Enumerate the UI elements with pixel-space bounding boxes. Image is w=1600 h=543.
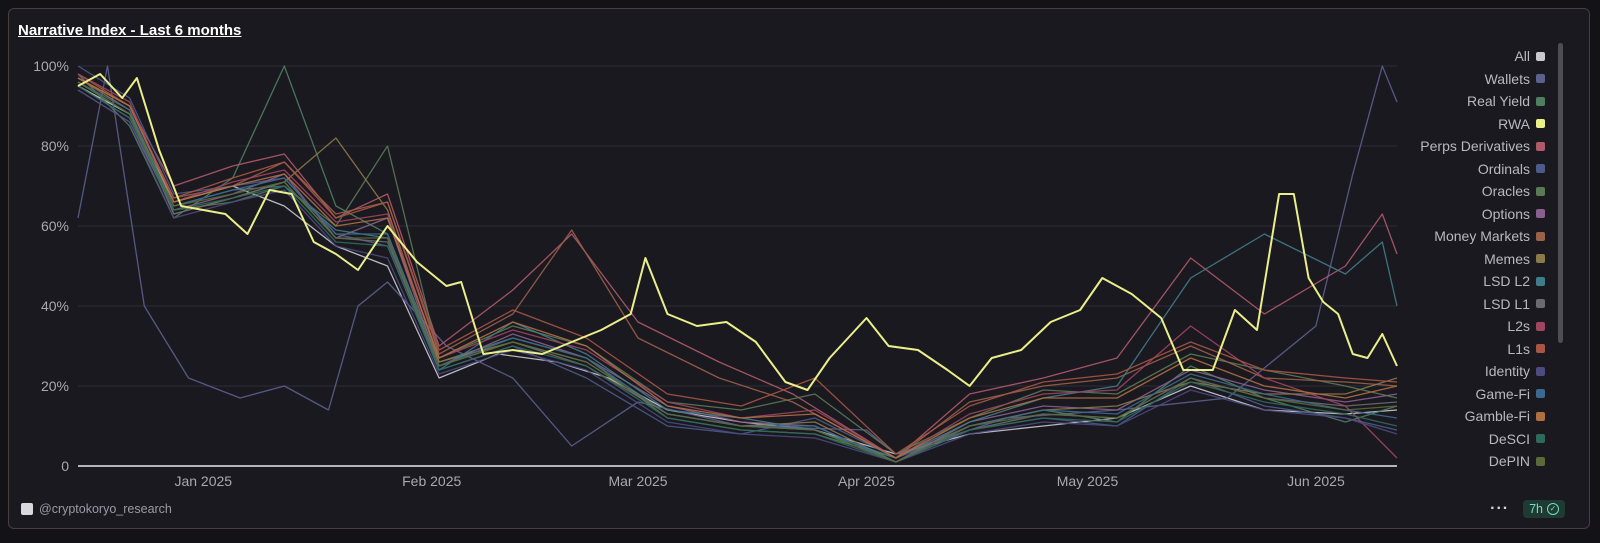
legend-label: L1s (1507, 340, 1530, 357)
legend-swatch (1536, 51, 1545, 61)
x-tick-label: Mar 2025 (608, 473, 667, 489)
check-circle-icon: ✓ (1547, 503, 1559, 515)
updated-label: 7h (1529, 502, 1543, 516)
legend-item[interactable]: Identity (1485, 360, 1545, 383)
x-tick-label: Apr 2025 (838, 473, 895, 489)
series-line-desci (77, 85, 1398, 463)
legend-swatch (1536, 141, 1545, 151)
legend-label: Memes (1484, 250, 1530, 267)
y-tick-label: 60% (41, 218, 69, 234)
legend-item[interactable]: Oracles (1482, 180, 1545, 203)
legend-item[interactable]: DePIN (1489, 450, 1545, 473)
legend-item[interactable]: All (1514, 45, 1545, 68)
legend-swatch (1536, 209, 1545, 219)
series-line-lsd-l2 (77, 85, 1398, 459)
legend-item[interactable]: Memes (1484, 248, 1545, 271)
legend-item[interactable]: Gamble-Fi (1465, 405, 1545, 428)
legend-label: Wallets (1484, 70, 1530, 87)
legend-label: LSD L2 (1483, 273, 1530, 290)
series-line-wallets (77, 65, 1398, 455)
series-line-l1s (77, 77, 1398, 455)
x-tick-label: Jun 2025 (1287, 473, 1345, 489)
footer-actions: ··· 7h ✓ (1490, 500, 1565, 518)
series-line-l2s (77, 73, 1398, 459)
legend-label: Options (1481, 205, 1530, 222)
series-line-perps-derivatives (77, 77, 1398, 459)
footer-brand: @cryptokoryo_research (21, 502, 172, 516)
legend-label: L2s (1507, 318, 1530, 335)
legend-swatch (1536, 276, 1545, 286)
legend-swatch (1536, 389, 1545, 399)
legend-swatch (1536, 186, 1545, 196)
legend-item[interactable]: LSD L1 (1483, 293, 1545, 316)
series-line-rwa (77, 73, 1398, 391)
legend-swatch (1536, 299, 1545, 309)
legend-label: Gamble-Fi (1464, 408, 1530, 425)
legend-item[interactable]: Ordinals (1478, 158, 1545, 181)
series-line-real-yield (77, 65, 1398, 459)
legend-item[interactable]: DeSCI (1489, 428, 1545, 451)
legend-item[interactable]: L1s (1507, 338, 1545, 361)
legend-swatch (1536, 74, 1545, 84)
legend-item[interactable]: RWA (1498, 113, 1545, 136)
legend-label: Ordinals (1477, 160, 1530, 177)
freshness-badge[interactable]: 7h ✓ (1523, 500, 1565, 518)
legend-label: Identity (1484, 363, 1530, 380)
legend-swatch (1536, 344, 1545, 354)
brand-label: @cryptokoryo_research (39, 502, 172, 516)
legend-label: RWA (1498, 115, 1530, 132)
series-line-oracles (77, 81, 1398, 455)
legend-label: Perps Derivatives (1420, 138, 1530, 155)
series-line-identity (77, 89, 1398, 463)
legend-swatch (1536, 434, 1545, 444)
legend-label: Game-Fi (1475, 385, 1530, 402)
legend-swatch (1536, 456, 1545, 466)
legend-scrollbar[interactable] (1558, 43, 1563, 343)
legend-item[interactable]: Options (1482, 203, 1545, 226)
brand-logo-icon (21, 503, 33, 515)
legend-label: Real Yield (1466, 93, 1530, 110)
y-tick-label: 20% (41, 378, 69, 394)
y-tick-label: 80% (41, 138, 69, 154)
legend-swatch (1536, 96, 1545, 106)
legend-swatch (1536, 366, 1545, 376)
series-line-depin (77, 81, 1398, 463)
y-tick-label: 100% (33, 58, 69, 74)
legend-item[interactable]: Money Markets (1434, 225, 1545, 248)
legend-swatch (1536, 254, 1545, 264)
series-line-ordinals (77, 65, 1398, 459)
x-tick-label: May 2025 (1057, 473, 1119, 489)
chart-title[interactable]: Narrative Index - Last 6 months (18, 22, 242, 39)
legend-label: All (1514, 48, 1530, 65)
legend-label: Money Markets (1434, 228, 1530, 245)
legend-item[interactable]: Wallets (1485, 68, 1545, 91)
legend-label: DePIN (1488, 453, 1530, 470)
legend-item[interactable]: L2s (1507, 315, 1545, 338)
legend-swatch (1536, 164, 1545, 174)
series-line-all (77, 85, 1398, 455)
legend-label: Oracles (1481, 183, 1530, 200)
legend-label: DeSCI (1488, 430, 1530, 447)
legend-swatch (1536, 231, 1545, 241)
chart-legend: All Wallets Real Yield RWA Perps Derivatives… (1420, 45, 1545, 473)
x-tick-label: Jan 2025 (174, 473, 232, 489)
legend-label: LSD L1 (1483, 295, 1530, 312)
x-tick-label: Feb 2025 (402, 473, 461, 489)
legend-item[interactable]: Perps Derivatives (1420, 135, 1545, 158)
more-icon[interactable]: ··· (1490, 500, 1510, 517)
series-line-money-markets (77, 73, 1398, 459)
legend-swatch (1536, 321, 1545, 331)
legend-item[interactable]: Game-Fi (1476, 383, 1545, 406)
series-line-gamble-fi (77, 77, 1398, 459)
series-line-memes (77, 77, 1398, 463)
y-tick-label: 40% (41, 298, 69, 314)
y-tick-label: 0 (61, 458, 69, 474)
legend-item[interactable]: LSD L2 (1483, 270, 1545, 293)
legend-swatch (1536, 411, 1545, 421)
legend-swatch (1536, 119, 1545, 129)
legend-item[interactable]: Real Yield (1467, 90, 1545, 113)
